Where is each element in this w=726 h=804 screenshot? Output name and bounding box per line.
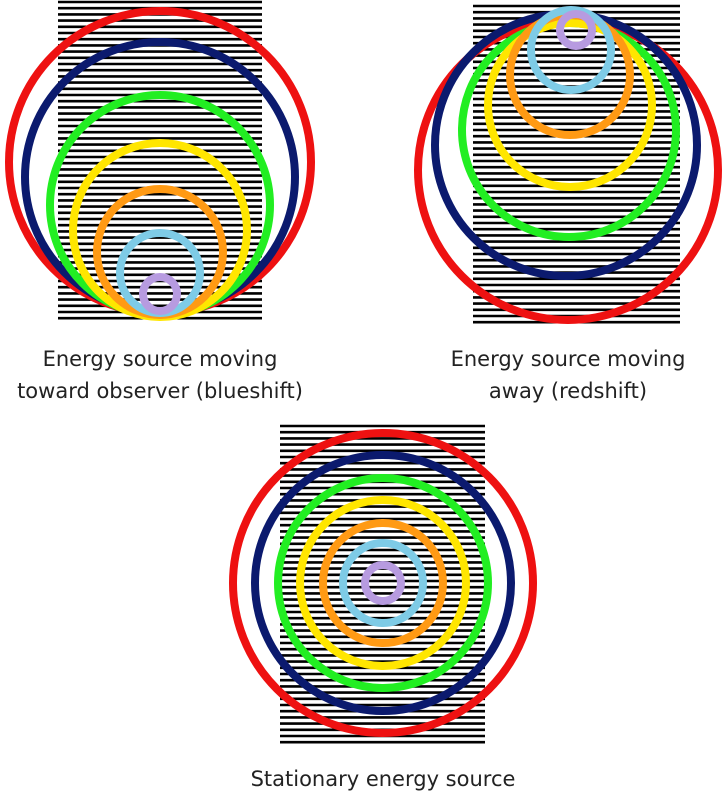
- wavefront: [365, 565, 401, 601]
- caption: toward observer (blueshift): [17, 379, 303, 403]
- caption: Energy source moving: [43, 347, 278, 371]
- caption: Energy source moving: [451, 347, 686, 371]
- stripes: [58, 2, 680, 742]
- caption: away (redshift): [489, 379, 647, 403]
- caption: Stationary energy source: [251, 767, 516, 791]
- doppler-diagram: Energy source moving toward observer (bl…: [0, 0, 726, 804]
